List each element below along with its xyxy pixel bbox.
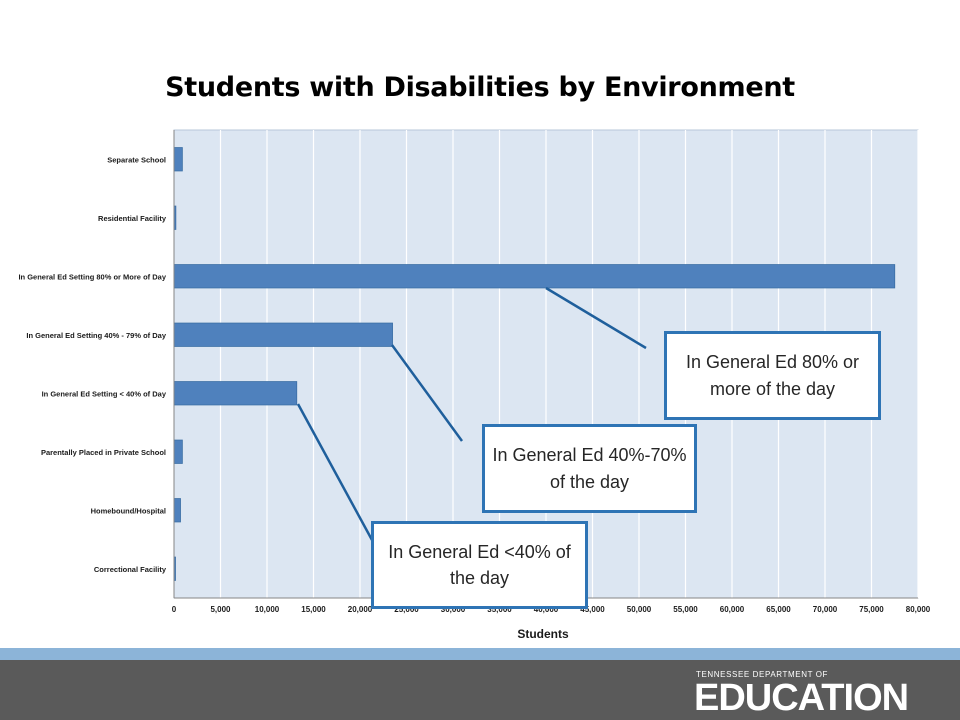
x-tick-label: 75,000: [859, 605, 884, 614]
x-tick-label: 45,000: [580, 605, 605, 614]
category-label: Homebound/Hospital: [91, 506, 166, 515]
logo-top-text: TENNESSEE DEPARTMENT OF: [696, 670, 829, 679]
bar: [173, 439, 183, 464]
x-tick-label: 5,000: [210, 605, 231, 614]
category-label: Separate School: [107, 155, 166, 164]
callout-40-70: In General Ed 40%-70% of the day: [482, 424, 697, 513]
footer-accent-band: [0, 648, 960, 660]
x-tick-label: 80,000: [906, 605, 931, 614]
callout-less-than-40: In General Ed <40% of the day: [371, 521, 588, 609]
category-label: In General Ed Setting 80% or More of Day: [18, 272, 166, 281]
x-tick-label: 10,000: [255, 605, 280, 614]
slide-title: Students with Disabilities by Environmen…: [165, 72, 795, 103]
bar: [173, 498, 181, 523]
category-label: Residential Facility: [98, 214, 167, 223]
x-tick-label: 50,000: [627, 605, 652, 614]
footer-band: [0, 660, 960, 720]
category-label: In General Ed Setting < 40% of Day: [42, 389, 167, 398]
category-label: In General Ed Setting 40% - 79% of Day: [26, 331, 166, 340]
x-tick-label: 70,000: [813, 605, 838, 614]
bar: [173, 147, 183, 172]
category-labels: Separate School Residential Facility In Ge…: [18, 155, 166, 574]
callout-80-or-more: In General Ed 80% or more of the day: [664, 331, 881, 420]
x-tick-label: 25,000: [394, 605, 419, 614]
x-tick-labels: 0 5,000 10,000 15,000 20,000 25,000 30,000 35,0…: [172, 605, 931, 614]
x-tick-label: 65,000: [766, 605, 791, 614]
category-label: Correctional Facility: [94, 565, 167, 574]
x-tick-label: 35,000: [487, 605, 512, 614]
category-label: Parentally Placed in Private School: [41, 448, 166, 457]
leader-line-40-79: [390, 344, 464, 442]
bar: [173, 264, 896, 289]
x-tick-label: 40,000: [534, 605, 559, 614]
callout-leader-lines: [296, 286, 647, 541]
x-tick-label: 30,000: [441, 605, 466, 614]
x-tick-label: 0: [172, 605, 177, 614]
bars-group: [173, 147, 896, 581]
education-logo: TENNESSEE DEPARTMENT OF EDUCATION: [694, 670, 910, 717]
leader-line-80: [545, 286, 647, 350]
x-tick-label: 60,000: [720, 605, 745, 614]
leader-line-lt40: [296, 403, 374, 541]
x-tick-label: 55,000: [673, 605, 698, 614]
x-tick-label: 20,000: [348, 605, 373, 614]
bar: [173, 381, 298, 406]
logo-main-text: EDUCATION: [694, 677, 909, 719]
bar: [173, 322, 393, 347]
x-axis-label: Students: [517, 627, 569, 641]
x-tick-label: 15,000: [301, 605, 326, 614]
